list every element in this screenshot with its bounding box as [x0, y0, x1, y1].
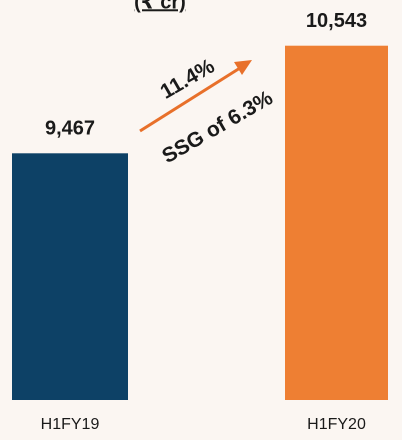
x-tick-label: H1FY20 [307, 416, 366, 433]
arrow-head [234, 60, 252, 75]
chart-title: (₹ cr) [134, 0, 186, 13]
bar [12, 153, 128, 400]
x-tick-label: H1FY19 [41, 416, 100, 433]
arrow [139, 66, 241, 133]
data-label: 9,467 [45, 118, 95, 140]
bar [285, 45, 388, 400]
data-label: 10,543 [306, 10, 367, 32]
